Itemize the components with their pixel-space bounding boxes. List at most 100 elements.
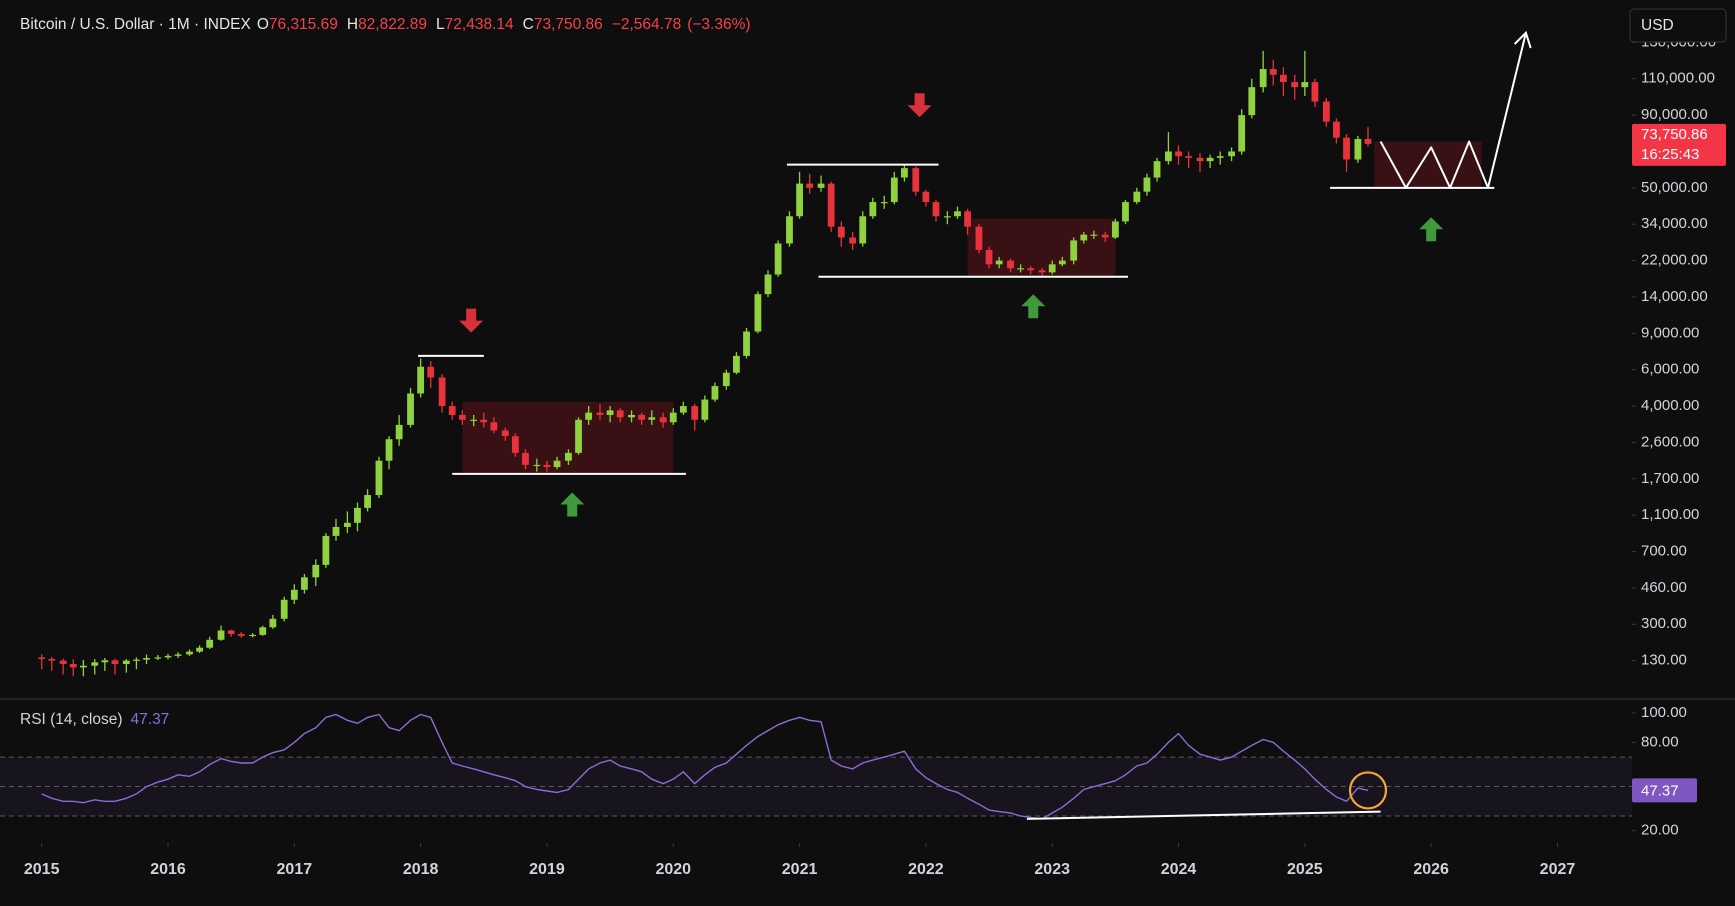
- x-tick-label: 2027: [1540, 861, 1576, 878]
- candle-body: [301, 577, 308, 590]
- candle-body: [227, 630, 235, 634]
- candle-body: [1291, 82, 1299, 88]
- rsi-y-tick-label: 20.00: [1641, 822, 1679, 839]
- x-tick-label: 2019: [529, 861, 565, 878]
- legend-key: H: [347, 16, 358, 33]
- candle-body: [122, 660, 130, 665]
- candle-body: [259, 627, 267, 635]
- candle-body: [343, 522, 351, 527]
- candle-body: [711, 386, 719, 400]
- candle-body: [1101, 234, 1109, 238]
- candle-body: [470, 419, 478, 421]
- candle-body: [733, 355, 740, 373]
- rsi-y-tick-label: 80.00: [1641, 733, 1679, 750]
- candle-body: [1185, 156, 1193, 158]
- candle-body: [837, 226, 845, 238]
- candle-body: [332, 526, 340, 536]
- candle-body: [849, 237, 857, 244]
- y-tick-label: 1,700.00: [1641, 470, 1699, 487]
- rsi-y-tick-label: 100.00: [1641, 704, 1687, 721]
- candle-body: [1007, 260, 1014, 269]
- candle-body: [1080, 234, 1088, 241]
- candle-body: [596, 412, 604, 415]
- change: −2,564.78: [612, 16, 681, 33]
- candle-body: [1122, 202, 1129, 222]
- candle-body: [869, 202, 877, 217]
- candle-body: [1070, 240, 1078, 261]
- candle-body: [290, 589, 298, 600]
- zones-layer: [462, 141, 1482, 474]
- countdown: 16:25:43: [1641, 146, 1699, 163]
- candle-body: [395, 424, 403, 440]
- y-tick-label: 460.00: [1641, 579, 1687, 596]
- candle-body: [628, 414, 635, 418]
- y-tick-label: 300.00: [1641, 615, 1687, 632]
- candle-body: [480, 419, 488, 423]
- candle-body: [48, 658, 56, 661]
- candle-body: [533, 464, 541, 467]
- candle-body: [237, 633, 245, 636]
- candle-body: [501, 430, 509, 437]
- candle-body: [796, 183, 803, 217]
- candle-body: [754, 294, 762, 332]
- y-tick-label: 90,000.00: [1641, 106, 1708, 123]
- y-tick-label: 130.00: [1641, 652, 1687, 669]
- candle-body: [1228, 151, 1235, 157]
- candle-body: [638, 414, 646, 420]
- candle-body: [196, 647, 203, 652]
- candle-body: [648, 417, 656, 420]
- candle-body: [553, 460, 561, 468]
- candle-body: [912, 168, 920, 192]
- change-percent: (−3.36%): [687, 16, 750, 33]
- rsi-last: 47.37: [131, 711, 170, 728]
- projection-head: [1513, 30, 1532, 49]
- candle-body: [1259, 69, 1267, 88]
- arrow-up: [1419, 217, 1444, 242]
- x-tick-label: 2024: [1161, 861, 1197, 878]
- arrow-up: [560, 492, 585, 517]
- candle-body: [1311, 82, 1319, 102]
- rsi-line: [41, 713, 1369, 820]
- candle-body: [806, 183, 814, 188]
- candle-body: [407, 393, 414, 425]
- candle-body: [1301, 82, 1309, 88]
- axis-layer: 130.00 300.00 460.00 700.00 1,100.00 1,700.00…: [24, 33, 1726, 878]
- y-tick-label: 22,000.00: [1641, 252, 1708, 269]
- candle-body: [511, 436, 519, 453]
- candle-body: [1133, 191, 1141, 203]
- chart-header: Bitcoin / U.S. Dollar · 1M · INDEX O76,31…: [20, 16, 751, 33]
- candle-body: [1038, 270, 1046, 273]
- candle-body: [354, 507, 361, 523]
- currency-button[interactable]: [1629, 8, 1727, 43]
- x-tick-label: 2023: [1034, 861, 1070, 878]
- candle-body: [249, 634, 257, 637]
- candle-body: [1153, 161, 1161, 178]
- candle-body: [490, 422, 498, 431]
- candles-layer: [38, 50, 1372, 677]
- candle-body: [616, 410, 624, 418]
- candle-body: [565, 452, 572, 461]
- last-price-box: [1632, 123, 1726, 166]
- candle-body: [1364, 138, 1372, 144]
- candle-body: [1354, 138, 1362, 160]
- candle-body: [774, 243, 782, 275]
- candle-body: [1027, 268, 1035, 271]
- legend-value: 73,750.86: [534, 16, 603, 33]
- projection: [1379, 32, 1527, 189]
- drawings-layer: [418, 30, 1532, 517]
- legend-key: C: [523, 16, 534, 33]
- currency[interactable]: USD: [1641, 17, 1674, 34]
- candle-body: [932, 202, 940, 217]
- candle-body: [1216, 156, 1224, 158]
- x-tick-label: 2021: [782, 861, 818, 878]
- candle-body: [827, 183, 835, 227]
- candle-body: [448, 406, 456, 415]
- candle-body: [964, 211, 971, 227]
- candle-body: [280, 599, 288, 619]
- candle-body: [701, 399, 709, 420]
- rsi-last-label: 47.37: [1641, 782, 1679, 799]
- x-tick-label: 2018: [403, 861, 439, 878]
